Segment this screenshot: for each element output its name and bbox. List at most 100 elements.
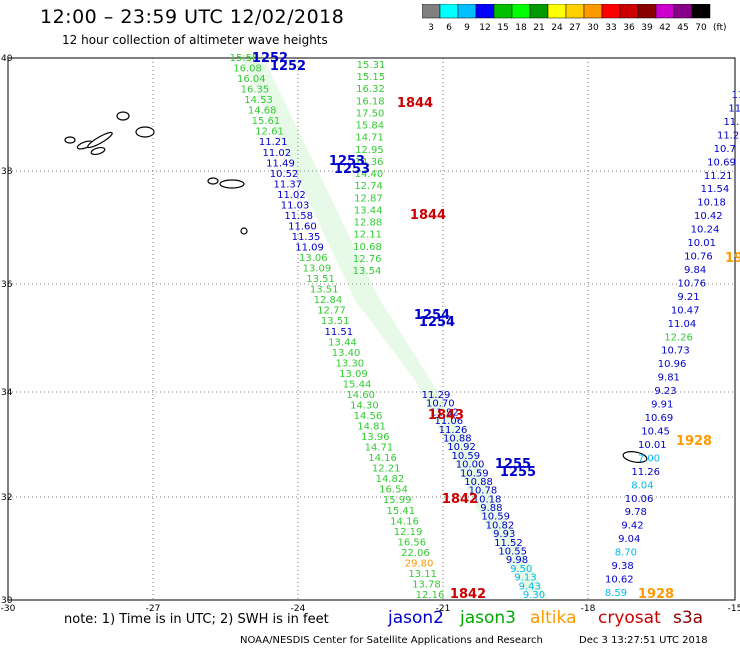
- swh-value-label: 15.58: [230, 53, 259, 64]
- island-outline: [240, 227, 248, 235]
- swh-value-label: 11.29: [422, 390, 451, 401]
- generated-timestamp: Dec 3 13:27:51 UTC 2018: [579, 635, 708, 646]
- swh-value-label: 11.21: [259, 137, 288, 148]
- swh-value-label: 11: [732, 90, 740, 101]
- swh-value-label: 11.03: [281, 200, 310, 211]
- legend-altika: altika: [530, 608, 577, 628]
- legend-s3a: s3a: [673, 608, 704, 628]
- swh-value-label: 13.44: [328, 337, 357, 348]
- scale-tick-label: 15: [497, 23, 508, 33]
- swh-value-label: 10.55: [498, 547, 527, 558]
- island-outline: [90, 146, 106, 156]
- swh-value-label: 9.81: [658, 373, 680, 384]
- swh-value-label: 9.43: [519, 581, 541, 592]
- legend-cryosat: cryosat: [598, 608, 661, 628]
- swh-value-label: 12.87: [354, 193, 383, 204]
- map-frame: [7, 57, 736, 601]
- scale-tick-label: 33: [605, 23, 616, 33]
- swh-value-label: 11.51: [324, 327, 353, 338]
- swh-value-label: 11.2: [717, 130, 739, 141]
- swh-value-label: 14.36: [355, 157, 384, 168]
- swh-value-label: 29.80: [405, 558, 434, 569]
- swh-value-label: 13.44: [354, 205, 383, 216]
- island-outline: [207, 177, 219, 185]
- longitude-label: -24: [291, 604, 306, 614]
- swh-value-label: 14.71: [365, 443, 394, 454]
- swh-value-label: 13.06: [299, 253, 328, 264]
- swh-value-label: 13.09: [303, 264, 332, 275]
- swh-value-label: 12.16: [416, 590, 445, 601]
- swh-value-label: 14.30: [350, 401, 379, 412]
- swh-value-label: 10.18: [473, 494, 502, 505]
- scale-tick-label: 39: [641, 23, 653, 33]
- swh-value-label: 16.04: [237, 74, 266, 85]
- swh-value-label: 9.78: [625, 507, 647, 518]
- swh-value-label: 11.58: [284, 211, 313, 222]
- swh-value-label: 15.15: [356, 72, 385, 83]
- island-outline: [135, 126, 155, 138]
- swh-value-label: 13.54: [353, 266, 382, 277]
- swh-value-label: 15.44: [343, 379, 372, 390]
- swh-value-label: 13.51: [321, 316, 350, 327]
- swh-value-label: 10.88: [443, 434, 472, 445]
- swh-value-label: 11.09: [295, 243, 324, 254]
- track-number-label: 1844: [397, 96, 433, 111]
- swh-value-label: 10.62: [605, 575, 634, 586]
- latitude-label: 34: [1, 388, 13, 398]
- track-number-label: 1843: [428, 408, 464, 423]
- swh-value-label: 15.41: [386, 506, 415, 517]
- scale-tick-label: 70: [695, 23, 707, 33]
- latitude-label: 40: [1, 54, 13, 64]
- swh-value-label: 10.78: [469, 486, 498, 497]
- swh-value-label: 9.23: [654, 386, 676, 397]
- swh-value-label: 9.04: [618, 534, 640, 545]
- track-number-label: 1253: [329, 154, 365, 169]
- swh-value-label: 9.91: [651, 400, 673, 411]
- track-number-label: 1842: [450, 587, 486, 602]
- swh-value-label: 10.70: [426, 399, 455, 410]
- swh-value-label: 14.71: [355, 133, 384, 144]
- track-number-label: 1928: [676, 434, 712, 449]
- swh-value-label: 10.52: [270, 169, 299, 180]
- swh-value-label: 10.73: [661, 346, 690, 357]
- longitude-label: -27: [146, 604, 161, 614]
- scale-tick-label: 18: [515, 23, 527, 33]
- swh-value-label: 16.54: [379, 485, 408, 496]
- swh-value-label: 9.98: [506, 555, 528, 566]
- latitude-label: 36: [1, 280, 13, 290]
- swh-value-label: 10.06: [625, 494, 654, 505]
- longitude-label: -15: [728, 604, 740, 614]
- swh-value-label: 12.95: [355, 145, 384, 156]
- swh-value-label: 13.51: [306, 274, 335, 285]
- chart-title: 12:00 – 23:59 UTC 12/02/2018: [40, 6, 345, 28]
- swh-value-label: 16.56: [397, 537, 426, 548]
- swh-value-label: 16.35: [241, 85, 270, 96]
- swh-value-label: 13.40: [332, 348, 361, 359]
- swh-value-label: 15.61: [252, 116, 281, 127]
- scale-unit-label: (ft): [713, 23, 727, 33]
- track-number-label: 1255: [495, 457, 531, 472]
- footnote: note: 1) Time is in UTC; 2) SWH is in fe…: [64, 612, 329, 627]
- swh-value-label: 16.18: [356, 96, 385, 107]
- swh-value-label: 9.42: [621, 521, 643, 532]
- latitude-label: 32: [1, 493, 12, 503]
- swh-value-label: 9.30: [523, 590, 545, 601]
- track-number-label: 1254: [414, 308, 450, 323]
- swh-value-label: 11.52: [494, 538, 523, 549]
- swh-value-label: 11: [728, 104, 740, 115]
- track-number-label: 19: [725, 251, 740, 266]
- swh-value-label: 11.37: [273, 179, 302, 190]
- swh-value-label: 16.32: [356, 84, 385, 95]
- longitude-label: -21: [436, 604, 451, 614]
- swh-value-label: 14.16: [390, 516, 419, 527]
- swh-value-label: 14.53: [244, 95, 273, 106]
- scale-tick-label: 24: [551, 23, 563, 33]
- swh-value-label: 14.16: [368, 453, 397, 464]
- swh-value-label: 10.92: [447, 442, 476, 453]
- scale-tick-label: 45: [677, 23, 688, 33]
- swh-value-label: 15.99: [383, 495, 412, 506]
- track-number-label: 1254: [419, 315, 455, 330]
- swh-value-label: 11.35: [292, 232, 321, 243]
- swh-value-label: 10.7: [714, 144, 736, 155]
- legend-jason2: jason2: [388, 608, 444, 628]
